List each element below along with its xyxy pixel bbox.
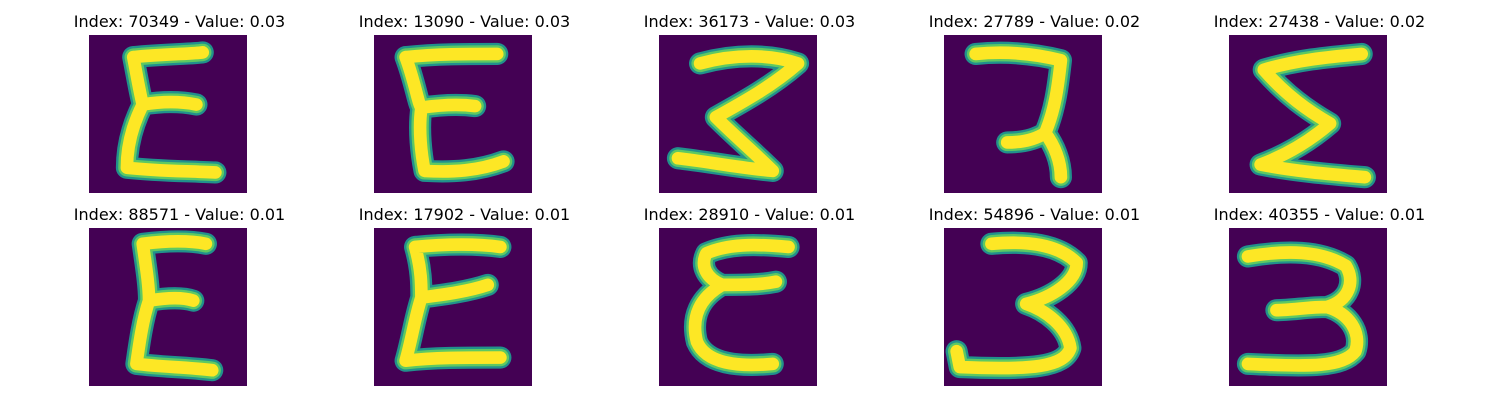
digit-image bbox=[1229, 35, 1387, 193]
grid-cell: Index: 28910 - Value: 0.01 bbox=[607, 193, 892, 386]
stroke-core bbox=[969, 46, 1068, 184]
digit-image bbox=[89, 228, 247, 386]
digit-image bbox=[944, 228, 1102, 386]
cell-title: Index: 27789 - Value: 0.02 bbox=[928, 12, 1141, 31]
cell-title: Index: 17902 - Value: 0.01 bbox=[358, 205, 571, 224]
cell-title: Index: 28910 - Value: 0.01 bbox=[643, 205, 856, 224]
grid-cell: Index: 27438 - Value: 0.02 bbox=[1177, 0, 1462, 193]
grid-cell: Index: 17902 - Value: 0.01 bbox=[322, 193, 607, 386]
stroke-core bbox=[1241, 246, 1364, 372]
stroke-core bbox=[130, 235, 219, 377]
cell-title: Index: 13090 - Value: 0.03 bbox=[358, 12, 571, 31]
stroke-core bbox=[120, 46, 222, 179]
grid-cell: Index: 70349 - Value: 0.03 bbox=[37, 0, 322, 193]
cell-title: Index: 36173 - Value: 0.03 bbox=[643, 12, 856, 31]
grid-cell: Index: 27789 - Value: 0.02 bbox=[892, 0, 1177, 193]
grid-cell: Index: 36173 - Value: 0.03 bbox=[607, 0, 892, 193]
grid-cell: Index: 54896 - Value: 0.01 bbox=[892, 193, 1177, 386]
digit-image bbox=[659, 228, 817, 386]
digit-image bbox=[374, 228, 532, 386]
digit-image bbox=[659, 35, 817, 193]
stroke-core bbox=[950, 236, 1084, 375]
stroke-core bbox=[688, 238, 795, 372]
cell-title: Index: 88571 - Value: 0.01 bbox=[73, 205, 286, 224]
grid-cell: Index: 40355 - Value: 0.01 bbox=[1177, 193, 1462, 386]
digit-image bbox=[89, 35, 247, 193]
stroke-core bbox=[1254, 47, 1372, 184]
cell-title: Index: 54896 - Value: 0.01 bbox=[928, 205, 1141, 224]
digit-image bbox=[944, 35, 1102, 193]
grid-cell: Index: 88571 - Value: 0.01 bbox=[37, 193, 322, 386]
cell-title: Index: 70349 - Value: 0.03 bbox=[73, 12, 286, 31]
digit-image bbox=[1229, 228, 1387, 386]
grid-cell: Index: 13090 - Value: 0.03 bbox=[322, 0, 607, 193]
cell-title: Index: 40355 - Value: 0.01 bbox=[1213, 205, 1426, 224]
stroke-core bbox=[399, 238, 507, 368]
stroke-core bbox=[399, 47, 510, 178]
stroke-core bbox=[671, 50, 805, 178]
digit-image bbox=[374, 35, 532, 193]
cell-title: Index: 27438 - Value: 0.02 bbox=[1213, 12, 1426, 31]
